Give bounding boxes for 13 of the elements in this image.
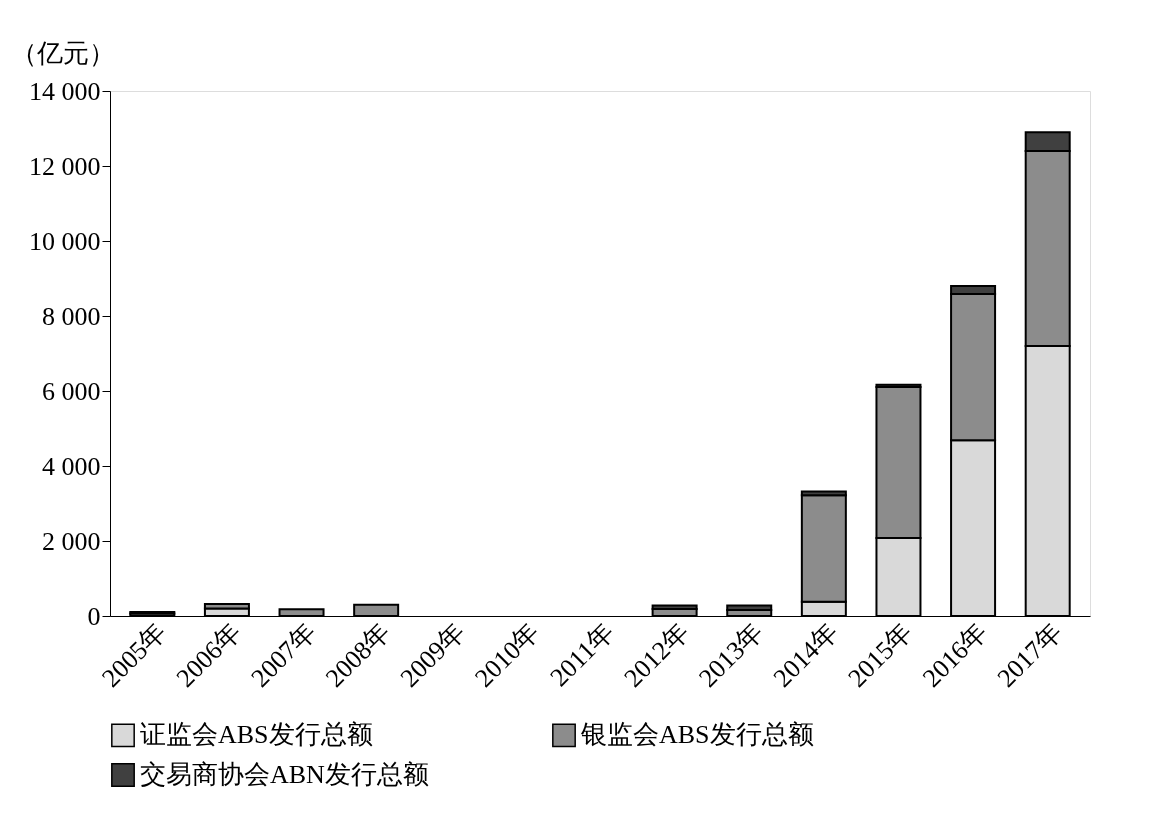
legend-label: 银监会ABS发行总额: [580, 720, 814, 750]
y-axis-title: （亿元）: [10, 38, 115, 68]
y-tick-label: 2 000: [42, 526, 101, 556]
legend-label: 证监会ABS发行总额: [140, 720, 373, 750]
y-tick-label: 12 000: [29, 151, 101, 181]
x-tick-label: 2011年: [544, 617, 620, 693]
y-tick-label: 0: [87, 601, 101, 631]
y-tick-label: 4 000: [42, 451, 101, 481]
y-tick-label: 8 000: [42, 301, 101, 331]
y-tick-label: 10 000: [29, 226, 101, 256]
y-tick-label: 6 000: [42, 376, 101, 406]
y-tick-label: 14 000: [29, 76, 101, 106]
legend-label: 交易商协会ABN发行总额: [140, 760, 429, 789]
